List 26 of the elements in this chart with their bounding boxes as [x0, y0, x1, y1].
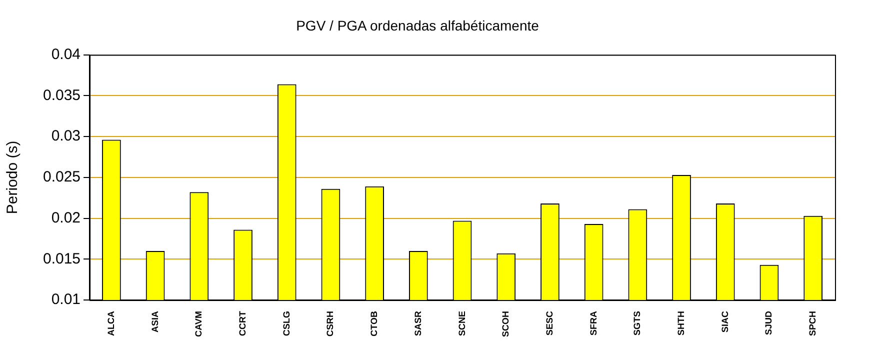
y-axis-title: Periodo (s): [4, 140, 22, 214]
x-tick-label: SESC: [544, 310, 554, 336]
y-tick-label: 0.035: [42, 86, 81, 104]
y-tick-label: 0.02: [51, 209, 81, 226]
x-tick-label: SGTS: [632, 311, 642, 336]
x-tick-label: CSRH: [325, 311, 336, 337]
y-tick-label: 0.025: [42, 168, 81, 186]
x-tick-label: SFRA: [588, 310, 598, 336]
x-tick-label: CAVM: [194, 311, 204, 337]
x-tick-label: SCNE: [456, 311, 467, 336]
x-tick-label: ASIA: [150, 310, 160, 333]
x-tick-label: CTOB: [369, 310, 380, 336]
x-tick-label: SHTH: [676, 311, 686, 336]
x-tick-label: SIAC: [720, 310, 730, 333]
x-tick-label: SJUD: [764, 310, 774, 336]
y-tick-label: 0.01: [51, 291, 81, 308]
x-tick-label: CCRT: [238, 310, 248, 336]
x-tick-label: CSLG: [281, 311, 292, 336]
x-tick-label: SPCH: [808, 311, 818, 336]
chart-title: PGV / PGA ordenadas alfabéticamente: [296, 17, 540, 34]
y-tick-label: 0.015: [42, 250, 81, 268]
y-tick-label: 0.03: [51, 128, 81, 145]
y-tick-label: 0.04: [51, 46, 81, 63]
x-tick-label: ALCA: [106, 310, 116, 336]
x-tick-label: SASR: [412, 310, 423, 336]
x-tick-label: SCOH: [500, 311, 511, 338]
